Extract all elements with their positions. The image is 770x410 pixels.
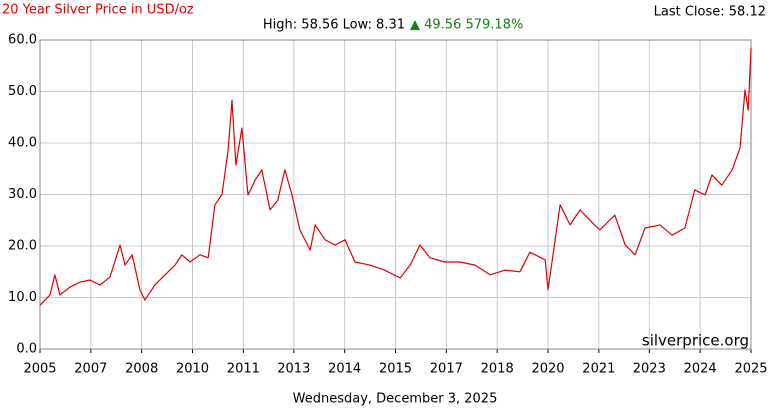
x-tick-label: 2015 xyxy=(379,362,412,377)
y-tick-label: 0.0 xyxy=(16,342,37,357)
x-tick-label: 2021 xyxy=(582,362,615,377)
date-label: Wednesday, December 3, 2025 xyxy=(293,392,498,407)
x-tick-label: 2017 xyxy=(430,362,463,377)
last-close: Last Close: 58.12 xyxy=(654,5,766,20)
x-tick-label: 2005 xyxy=(23,362,56,377)
x-tick-label: 2025 xyxy=(734,362,767,377)
y-tick-label: 10.0 xyxy=(8,290,37,305)
x-tick-label: 2013 xyxy=(277,362,310,377)
x-tick-label: 2008 xyxy=(125,362,158,377)
x-tick-label: 2010 xyxy=(176,362,209,377)
stats-change: ▲ 49.56 579.18% xyxy=(410,18,523,33)
y-tick-label: 20.0 xyxy=(8,239,37,254)
watermark: silverprice.org xyxy=(642,332,749,350)
x-tick-label: 2014 xyxy=(328,362,361,377)
plot-border xyxy=(39,39,752,350)
x-tick-label: 2011 xyxy=(227,362,260,377)
x-tick-label: 2024 xyxy=(684,362,717,377)
y-tick-label: 60.0 xyxy=(8,33,37,48)
y-tick-label: 50.0 xyxy=(8,84,37,99)
x-tick-label: 2023 xyxy=(633,362,666,377)
x-tick-label: 2020 xyxy=(531,362,564,377)
x-tick-label: 2018 xyxy=(481,362,514,377)
price-line xyxy=(39,48,752,306)
y-tick-label: 40.0 xyxy=(8,136,37,151)
y-tick-label: 30.0 xyxy=(8,187,37,202)
x-tick-label: 2007 xyxy=(74,362,107,377)
chart-title: 20 Year Silver Price in USD/oz xyxy=(2,3,194,18)
stats-range: High: 58.56 Low: 8.31 xyxy=(263,18,405,33)
